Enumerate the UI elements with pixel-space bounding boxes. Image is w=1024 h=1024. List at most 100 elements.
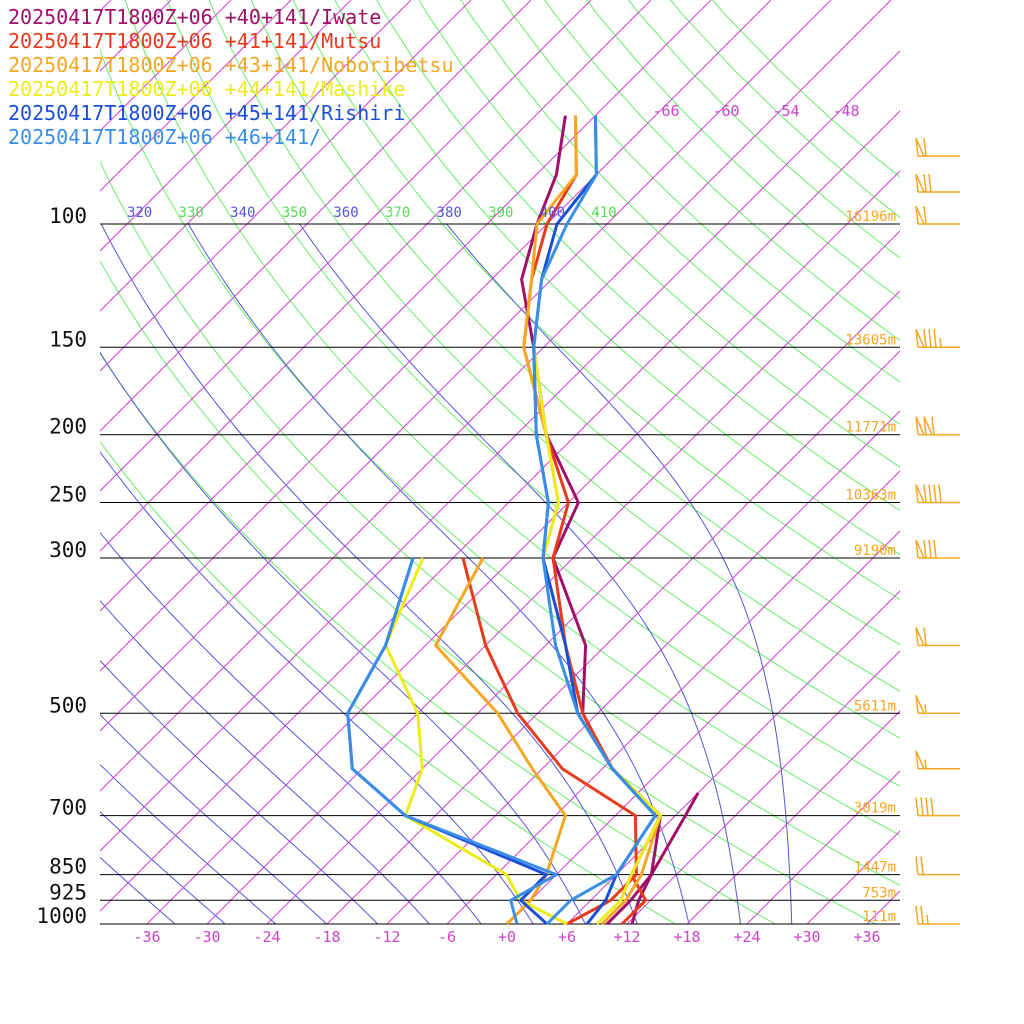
moist-adiabat-line: [187, 223, 690, 924]
temperature-tick-label: +0: [498, 928, 516, 946]
dry-adiabat-line: [586, 0, 900, 300]
pressure-label: 200: [49, 415, 87, 439]
pressure-label: 150: [49, 327, 87, 351]
theta-label: 320: [127, 205, 152, 221]
upper-isotherm-label: -60: [712, 102, 739, 120]
isotherm-line: [100, 110, 900, 912]
temperature-tick-label: +12: [613, 928, 640, 946]
upper-isotherm-labels: -66 -60 -54 -48: [652, 102, 859, 120]
isotherm-line: [100, 0, 832, 732]
dewpoint-line-0: [605, 792, 700, 926]
series-layer: [346, 115, 700, 926]
temperature-tick-label: +36: [853, 928, 880, 946]
wind-barb: [915, 856, 960, 876]
isotherm-line: [386, 410, 900, 924]
theta-label: 350: [282, 205, 307, 221]
legend: 20250417T1800Z+06 +40+141/Iwate20250417T…: [8, 5, 454, 149]
moist-adiabat-line: [100, 763, 277, 924]
dry-adiabat-line: [418, 0, 900, 468]
isotherm-line: [866, 890, 900, 924]
isotherm-line: [100, 0, 532, 432]
height-label: 111m: [862, 909, 896, 925]
wind-barb: [915, 539, 960, 559]
temperature-tick-label: -36: [133, 928, 160, 946]
height-label: 9190m: [854, 543, 896, 559]
height-label: 16196m: [845, 209, 896, 225]
legend-entry: 20250417T1800Z+06 +43+141/Noboribetsu: [8, 53, 454, 77]
dewpoint-line-4: [346, 557, 549, 926]
upper-isotherm-label: -48: [832, 102, 859, 120]
pressure-label: 250: [49, 483, 87, 507]
dry-adiabat-line: [334, 0, 900, 556]
theta-label: 410: [591, 205, 616, 221]
height-label: 753m: [862, 885, 896, 901]
pressure-label: 300: [49, 538, 87, 562]
dry-adiabat-line: [544, 0, 900, 341]
isotherm-line: [100, 50, 900, 852]
wind-barbs: [915, 137, 960, 925]
theta-label: 340: [230, 205, 255, 221]
grid-layer: [100, 0, 1024, 924]
moist-adiabat-line: [100, 599, 430, 924]
dry-adiabat-line: [292, 0, 900, 600]
dry-adiabat-line: [100, 48, 900, 836]
isotherm-line: [100, 0, 412, 312]
dry-adiabat-line: [166, 0, 900, 739]
pressure-label: 700: [49, 796, 87, 820]
theta-labels: 310 320 330 340 350 360 370 380 390 400 410: [75, 205, 617, 221]
isobar-layer: [100, 223, 900, 925]
wind-barb: [915, 627, 960, 647]
isotherm-line: [100, 0, 472, 372]
dewpoint-line-5: [346, 557, 558, 925]
theta-label: 370: [385, 205, 410, 221]
temperature-tick-label: -12: [373, 928, 400, 946]
temperature-tick-label: -18: [313, 928, 340, 946]
isotherm-line: [446, 470, 900, 924]
temperature-line-5: [532, 115, 657, 926]
wind-barb: [915, 484, 960, 504]
temperature-tick-label: -30: [193, 928, 220, 946]
moist-adiabat-line: [446, 223, 793, 924]
height-label: 10363m: [845, 488, 896, 504]
height-label: 5611m: [854, 698, 896, 714]
pressure-label: 1000: [36, 904, 87, 928]
pressure-label: 100: [49, 204, 87, 228]
moist-adiabat-line: [100, 856, 176, 924]
temperature-tick-label: -6: [438, 928, 456, 946]
dry-adiabat-line: [628, 0, 900, 259]
temperature-tick-label: -24: [253, 928, 280, 946]
dry-adiabat-line: [502, 0, 900, 383]
wind-barb: [915, 797, 960, 817]
theta-label: 310: [75, 205, 100, 221]
wind-barb: [915, 905, 960, 925]
isotherm-line: [206, 230, 900, 924]
legend-entry: 20250417T1800Z+06 +40+141/Iwate: [8, 5, 381, 29]
dry-adiabat-line: [100, 260, 877, 924]
dewpoint-line-2: [434, 557, 567, 926]
isotherm-line: [100, 0, 352, 252]
isotherm-line: [100, 0, 772, 672]
legend-entry: 20250417T1800Z+06 +41+141/Mutsu: [8, 29, 381, 53]
theta-label: 360: [333, 205, 358, 221]
temperature-tick-label: +24: [733, 928, 760, 946]
moist-adiabat-line: [100, 531, 482, 924]
moist-adiabat-line: [100, 451, 534, 924]
wind-barb: [915, 137, 960, 157]
height-label: 13605m: [845, 332, 896, 348]
isotherm-line: [626, 650, 900, 924]
height-label: 3019m: [854, 801, 896, 817]
pressure-label: 850: [49, 855, 87, 879]
isotherm-line: [566, 590, 900, 924]
height-labels: 16196m 13605m 11771m 10363m 9190m 5611m 3019m 1…: [845, 209, 896, 925]
temperature-tick-label: +30: [793, 928, 820, 946]
dry-adiabat-line: [100, 352, 777, 924]
dry-adiabat-line: [711, 0, 900, 178]
legend-entry: 20250417T1800Z+06 +46+141/: [8, 125, 321, 149]
wind-barb: [915, 173, 960, 193]
isotherm-line: [927, 0, 1024, 924]
dry-adiabat-line: [376, 0, 900, 512]
isotherm-line: [326, 350, 900, 924]
isotherm-line: [506, 530, 900, 924]
dry-adiabat-line: [100, 160, 900, 886]
